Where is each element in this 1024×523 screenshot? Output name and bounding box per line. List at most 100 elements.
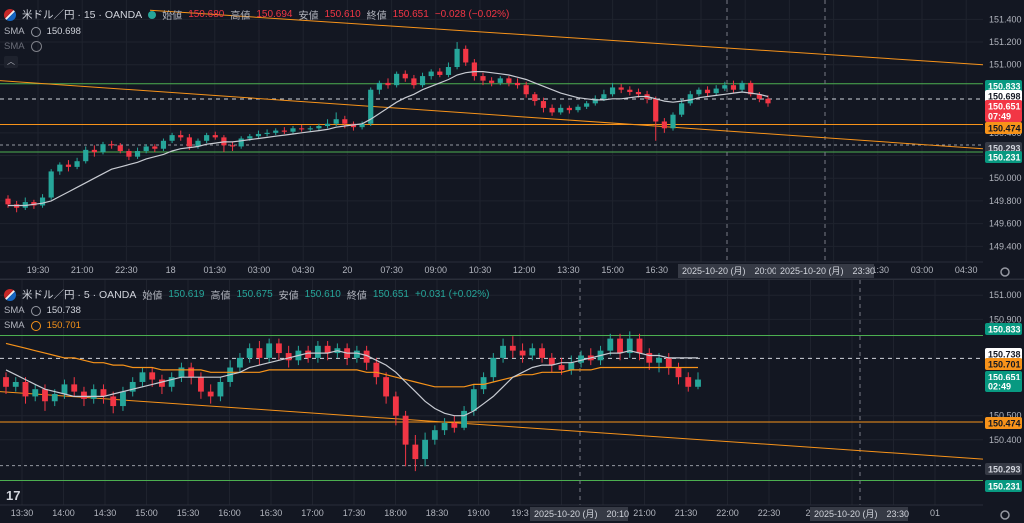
time-tick-label: 04:30	[292, 265, 315, 275]
trend-line	[149, 9, 984, 66]
price-tag-label: 150.698	[988, 92, 1021, 102]
settings-icon-2[interactable]	[30, 305, 41, 316]
top-chart[interactable]: 151.400151.200151.000150.400150.200150.0…	[0, 0, 1024, 280]
price-tick-label: 150.900	[989, 314, 1022, 324]
candle-body	[12, 381, 19, 387]
candle-body	[497, 78, 503, 83]
sma-line	[8, 70, 769, 207]
price-tag-label: 150.293	[988, 465, 1021, 475]
candle-body	[506, 78, 512, 83]
candle-body	[617, 338, 623, 354]
candle-body	[451, 422, 458, 428]
price-tick-label: 150.000	[989, 173, 1022, 183]
candle-body	[653, 98, 659, 122]
price-tag-label: 07:49	[988, 112, 1011, 122]
time-tick-label: 22:30	[115, 265, 138, 275]
settings-icon-3[interactable]	[30, 320, 41, 331]
hidden-eye-icon[interactable]	[30, 41, 42, 52]
candle-body	[500, 345, 506, 358]
price-tag-label: 02:49	[988, 382, 1011, 392]
candle-body	[454, 48, 460, 68]
settings-icon[interactable]	[30, 26, 41, 37]
candle-body	[670, 114, 676, 129]
candle-body	[635, 91, 642, 95]
candle-body	[626, 338, 633, 354]
candle-body	[324, 123, 331, 127]
candle-body	[519, 350, 526, 356]
candle-body	[402, 415, 409, 445]
collapse-legend-button[interactable]: ︿	[4, 56, 18, 68]
candle-body	[471, 62, 477, 77]
candle-body	[359, 123, 365, 128]
top-close-label: 終値	[366, 11, 387, 22]
top-sma1-row[interactable]: SMA 150.698	[4, 26, 81, 37]
candle-body	[290, 128, 296, 132]
candle-body	[212, 135, 218, 138]
bottom-low-value: 150.610	[304, 289, 341, 300]
candle-body	[419, 76, 426, 86]
candle-body	[558, 365, 565, 370]
candle-body	[368, 89, 374, 124]
candle-body	[229, 145, 236, 147]
candle-body	[549, 107, 555, 113]
top-low-value: 150.610	[324, 9, 361, 20]
candle-body	[548, 357, 555, 366]
candle-body	[607, 338, 614, 351]
top-sma2-row[interactable]: SMA	[4, 41, 42, 52]
time-tick-label: 19:30	[27, 265, 50, 275]
bottom-low-label: 安値	[278, 291, 299, 302]
candle-body	[168, 377, 175, 387]
settings-gear-icon	[1000, 267, 1010, 277]
sma-line	[5, 350, 698, 417]
time-tick-label: 14:00	[52, 508, 75, 518]
candle-body	[305, 350, 312, 358]
candle-body	[117, 145, 123, 151]
candle-body	[412, 444, 419, 460]
price-tick-label: 149.400	[989, 241, 1022, 251]
top-symbol[interactable]: 米ドル／円 · 15 · OANDA	[22, 9, 143, 21]
bottom-sma1-value: 150.738	[46, 305, 81, 316]
candle-body	[679, 103, 685, 115]
candle-body	[489, 80, 495, 83]
time-tick-label: 16:00	[218, 508, 241, 518]
candle-body	[480, 377, 487, 390]
candle-body	[609, 87, 616, 95]
price-tag-label: 150.474	[988, 419, 1021, 429]
candle-body	[51, 394, 58, 402]
price-tag	[985, 100, 1022, 112]
cursor-time-box	[678, 264, 776, 278]
candle-body	[514, 82, 521, 86]
candle-body	[363, 350, 370, 363]
candle-body	[314, 345, 321, 358]
bottom-symbol[interactable]: 米ドル／円 · 5 · OANDA	[22, 289, 137, 301]
candle-body	[636, 338, 643, 354]
time-tick-label: 21:00	[633, 508, 656, 518]
candle-body	[411, 78, 417, 86]
bottom-close-label: 終値	[346, 291, 367, 302]
bottom-sma1-row[interactable]: SMA 150.738	[4, 305, 81, 316]
candle-body	[342, 119, 348, 124]
candle-body	[422, 439, 429, 460]
candle-body	[713, 88, 719, 94]
candle-body	[169, 135, 175, 141]
top-change-value: −0.028 (−0.02%)	[434, 9, 510, 20]
price-tag-label: 150.231	[988, 153, 1021, 163]
candle-body	[373, 362, 380, 378]
tradingview-logo[interactable]: 17	[6, 488, 21, 503]
bottom-sma2-row[interactable]: SMA 150.701	[4, 320, 81, 331]
price-tag	[985, 417, 1022, 429]
price-tick-label: 151.000	[989, 60, 1022, 70]
candle-body	[402, 73, 408, 79]
bottom-chart[interactable]: 151.000 150.900 150.500 150.400 150.833 150.…	[0, 280, 1024, 523]
time-tick-label: 15:00	[601, 265, 624, 275]
bottom-legend: 米ドル／円 · 5 · OANDA 始値 150.619 高値 150.675 安値…	[4, 287, 489, 302]
candle-body	[646, 353, 653, 363]
candle-body	[42, 389, 48, 402]
candle-body	[324, 345, 331, 354]
price-tag	[985, 480, 1022, 492]
candle-body	[445, 67, 452, 75]
candle-body	[120, 391, 126, 407]
top-close-value: 150.651	[392, 9, 429, 20]
candle-body	[178, 135, 184, 138]
candle-body	[207, 391, 214, 397]
